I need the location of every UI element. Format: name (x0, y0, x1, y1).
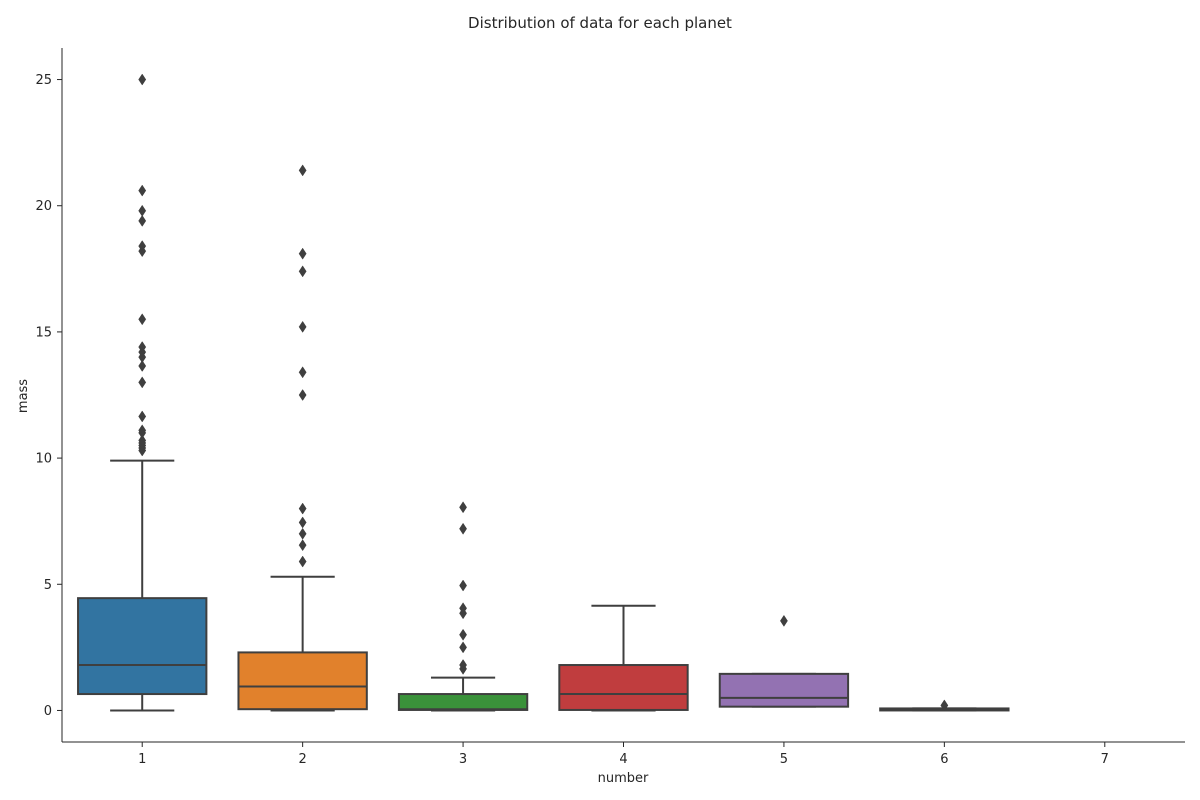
box (558, 664, 689, 711)
box (397, 693, 529, 711)
chart-title: Distribution of data for each planet (468, 14, 732, 32)
outlier-point (298, 539, 307, 552)
box-group-4 (558, 604, 689, 712)
outlier-point (298, 502, 307, 515)
y-tick-label: 25 (35, 73, 52, 88)
x-tick-label: 6 (940, 752, 948, 767)
y-axis-label: mass (16, 379, 31, 413)
y-tick-label: 10 (35, 452, 52, 467)
outlier-point (138, 214, 147, 227)
x-tick-label: 2 (299, 752, 307, 767)
box-group-6 (879, 699, 1010, 712)
outlier-point (138, 240, 147, 253)
outlier-point (138, 376, 147, 389)
outlier-point (298, 555, 307, 568)
outlier-point (138, 424, 147, 437)
outlier-point (459, 641, 467, 654)
outlier-point (459, 579, 467, 592)
x-tick-label: 7 (1101, 752, 1109, 767)
y-tick-label: 15 (35, 325, 52, 340)
y-tick-label: 5 (44, 578, 52, 593)
outlier-point (298, 320, 307, 333)
outlier-point (780, 614, 788, 627)
outlier-point (459, 501, 467, 514)
box-group-5 (718, 614, 850, 708)
outlier-point (459, 522, 467, 535)
outlier-point (459, 628, 467, 641)
x-tick-label: 1 (138, 752, 146, 767)
x-axis-ticks: 1 2 3 4 5 6 7 (138, 742, 1109, 767)
box-group-1 (77, 73, 208, 712)
box (77, 597, 208, 696)
x-tick-label: 4 (619, 752, 627, 767)
outlier-point (138, 410, 147, 423)
outlier-point (138, 313, 147, 326)
outlier-point (298, 366, 307, 379)
outlier-point (298, 389, 307, 401)
outlier-point (298, 516, 307, 529)
x-axis-label: number (598, 771, 649, 786)
outlier-point (138, 204, 147, 217)
outlier-point (138, 73, 147, 86)
y-tick-label: 0 (44, 704, 52, 719)
x-tick-label: 5 (780, 752, 788, 767)
y-tick-label: 20 (35, 199, 52, 214)
outlier-point (138, 341, 147, 354)
outlier-point (298, 247, 307, 260)
outlier-point (138, 434, 147, 447)
outlier-point (298, 265, 307, 278)
boxes-layer (77, 73, 1010, 712)
outlier-point (940, 699, 949, 712)
outlier-point (298, 164, 307, 177)
outlier-point (298, 527, 307, 540)
y-axis-ticks: 0 5 10 15 20 25 (35, 73, 62, 719)
x-tick-label: 3 (459, 752, 467, 767)
box-group-2 (237, 164, 368, 712)
outlier-point (138, 184, 147, 197)
box (237, 651, 368, 711)
outlier-point (459, 659, 467, 671)
outlier-point (459, 602, 467, 615)
box (718, 672, 850, 708)
box-group-3 (397, 501, 529, 712)
outlier-point (138, 360, 147, 372)
